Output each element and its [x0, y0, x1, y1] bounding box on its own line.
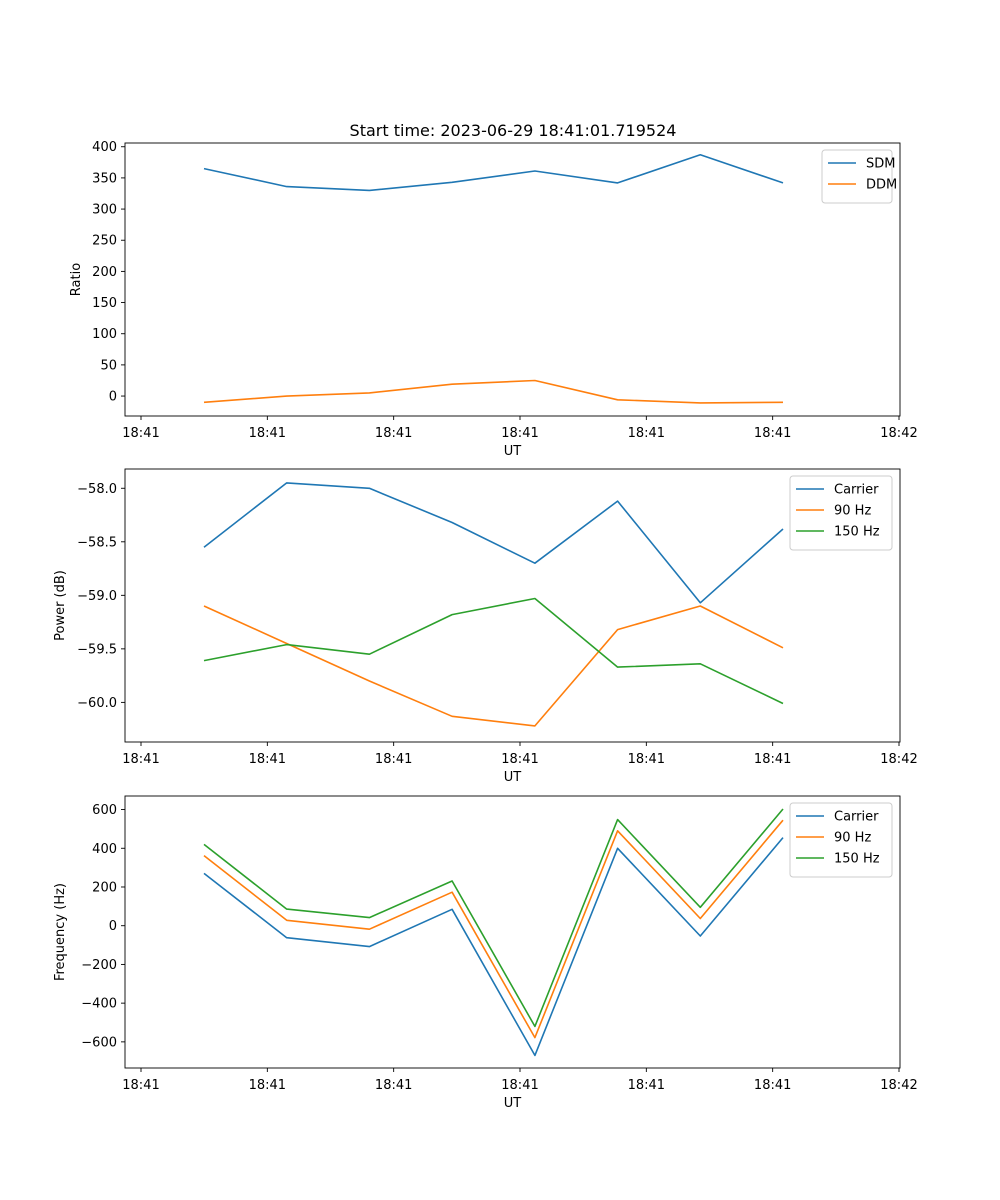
y-tick-label: 100 — [92, 327, 117, 342]
series-line-ddm — [203, 379, 784, 404]
x-tick-label: 18:41 — [122, 752, 159, 767]
x-tick-label: 18:42 — [880, 426, 917, 441]
y-tick-label: 300 — [92, 203, 117, 218]
x-tick-label: 18:41 — [754, 752, 791, 767]
y-tick-label: −59.0 — [77, 589, 117, 604]
series-line-carrier — [203, 837, 784, 1057]
x-tick-label: 18:41 — [501, 1078, 538, 1093]
x-tick-label: 18:41 — [754, 426, 791, 441]
x-tick-label: 18:41 — [501, 426, 538, 441]
y-tick-label: −60.0 — [77, 696, 117, 711]
x-tick-label: 18:41 — [122, 1078, 159, 1093]
axes-frame — [124, 142, 901, 417]
x-tick-label: 18:41 — [628, 752, 665, 767]
x-tick-label: 18:41 — [375, 752, 412, 767]
x-tick-label: 18:41 — [249, 426, 286, 441]
axes-frame — [124, 795, 901, 1069]
y-tick-label: −200 — [81, 958, 117, 973]
y-tick-label: 400 — [92, 842, 117, 857]
y-tick-label: 250 — [92, 234, 117, 249]
series-line-carrier — [203, 482, 784, 604]
y-tick-label: 150 — [92, 296, 117, 311]
x-tick-label: 18:41 — [628, 426, 665, 441]
x-tick-label: 18:42 — [880, 752, 917, 767]
y-tick-label: 0 — [109, 390, 117, 405]
x-tick-label: 18:42 — [880, 1078, 917, 1093]
x-axis-label: UT — [504, 1096, 522, 1111]
y-tick-label: 0 — [109, 919, 117, 934]
legend-label: 90 Hz — [834, 504, 871, 519]
y-tick-label: −400 — [81, 997, 117, 1012]
x-tick-label: 18:41 — [249, 1078, 286, 1093]
legend-label: DDM — [866, 178, 897, 193]
legend-label: SDM — [866, 157, 895, 172]
series-line-sdm — [203, 154, 784, 192]
y-axis-label: Ratio — [69, 263, 84, 296]
series-line-90-hz — [203, 819, 784, 1039]
y-tick-label: −59.5 — [77, 642, 117, 657]
y-axis-label: Power (dB) — [53, 570, 68, 641]
series-line-150-hz — [203, 808, 784, 1028]
x-tick-label: 18:41 — [501, 752, 538, 767]
x-tick-label: 18:41 — [249, 752, 286, 767]
x-axis-label: UT — [504, 770, 522, 785]
x-tick-label: 18:41 — [375, 426, 412, 441]
y-tick-label: 50 — [100, 358, 117, 373]
y-tick-label: 350 — [92, 171, 117, 186]
chart-panel-2: −60.0 −59.5 −59.0 −58.5 −58.0 18:41 18:41 18:41… — [53, 468, 918, 785]
y-tick-label: 400 — [92, 140, 117, 155]
legend: Carrier 90 Hz 150 Hz — [789, 802, 893, 878]
legend: Carrier 90 Hz 150 Hz — [789, 475, 893, 551]
x-axis-label: UT — [504, 444, 522, 459]
legend-label: 150 Hz — [834, 525, 880, 540]
legend: SDM DDM — [821, 149, 897, 204]
y-tick-label: 200 — [92, 265, 117, 280]
y-tick-label: −58.5 — [77, 535, 117, 550]
chart-panel-1: 0 50 100 150 200 250 300 350 400 18:41 18:41 18:41 1… — [69, 140, 918, 459]
panels: 0 50 100 150 200 250 300 350 400 18:41 18:41 18:41 1… — [53, 140, 918, 1111]
chart-panel-3: −600 −400 −200 0 200 400 600 18:41 18:41 18:41 18:… — [53, 795, 918, 1111]
x-tick-label: 18:41 — [375, 1078, 412, 1093]
x-tick-label: 18:41 — [628, 1078, 665, 1093]
series-line-90-hz — [203, 605, 784, 727]
x-tick-label: 18:41 — [122, 426, 159, 441]
legend-label: Carrier — [834, 810, 879, 825]
axes-frame — [124, 468, 901, 743]
y-tick-label: −58.0 — [77, 482, 117, 497]
y-axis-label: Frequency (Hz) — [53, 883, 68, 981]
figure-title: Start time: 2023-06-29 18:41:01.719524 — [350, 121, 677, 140]
legend-label: 150 Hz — [834, 852, 880, 867]
y-tick-label: 600 — [92, 803, 117, 818]
y-tick-label: −600 — [81, 1035, 117, 1050]
y-tick-label: 200 — [92, 880, 117, 895]
series-line-150-hz — [203, 597, 784, 705]
x-tick-label: 18:41 — [754, 1078, 791, 1093]
legend-label: 90 Hz — [834, 831, 871, 846]
legend-label: Carrier — [834, 483, 879, 498]
